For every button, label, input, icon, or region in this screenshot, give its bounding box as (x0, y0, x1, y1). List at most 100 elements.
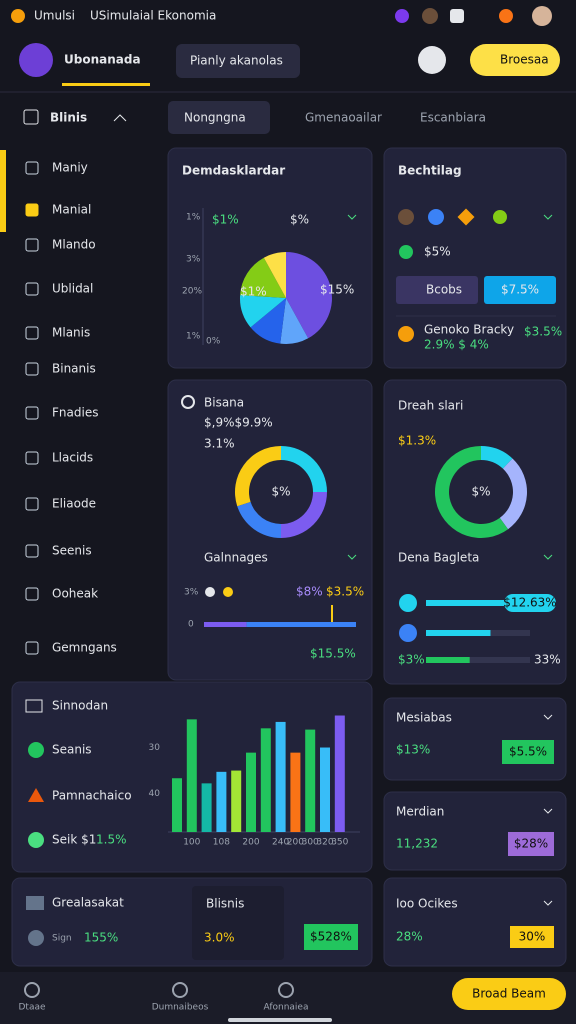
icon (181, 395, 195, 409)
dropdown-label: Pianly akanolas (190, 54, 283, 68)
legend-item: Pamnachaico (52, 789, 132, 803)
avatar (532, 6, 552, 26)
dropdown[interactable] (176, 44, 300, 78)
sidebar-item[interactable]: Ooheak (52, 587, 98, 601)
status-icon (499, 9, 513, 23)
icon (28, 930, 44, 946)
bottom-sub-value: 155% (84, 931, 118, 945)
card-label: $1.3% (398, 434, 436, 448)
stats-card (383, 147, 567, 369)
bar (186, 719, 197, 832)
footer: $15.5% (310, 647, 356, 661)
badge (508, 832, 554, 856)
sidebar-icon (25, 587, 39, 601)
nav-item[interactable]: Dtaae (18, 1003, 45, 1013)
sidebar-item[interactable]: Binanis (52, 362, 96, 376)
sidebar-item[interactable]: Eliaode (52, 497, 96, 511)
slider-pill (504, 594, 556, 612)
inner-panel (192, 886, 284, 960)
button[interactable] (484, 276, 556, 304)
card-title: Dreah slari (398, 399, 463, 413)
donut-segment (235, 446, 281, 507)
card-value: $,9%$9.9% (204, 416, 273, 430)
chevron[interactable] (347, 554, 357, 560)
sidebar-item[interactable]: Manial (52, 203, 91, 217)
mini-value: $13% (396, 743, 430, 757)
sidebar-item[interactable]: Gemngans (52, 641, 117, 655)
chevron[interactable] (543, 900, 553, 906)
bar (290, 752, 301, 832)
pie-label: $15% (320, 283, 354, 297)
legend-item: Seanis (52, 743, 92, 757)
sidebar-item[interactable]: Fnadies (52, 406, 98, 420)
mini-value: 28% (396, 930, 423, 944)
sidebar-icon (25, 326, 39, 340)
status-icon (395, 9, 409, 23)
status-icon (422, 8, 438, 24)
sidebar-icon (25, 238, 39, 252)
sidebar-item[interactable]: Llacids (52, 451, 93, 465)
nav-item[interactable]: Afonnaiea (264, 1003, 309, 1013)
x-tick-label: 100 (183, 838, 200, 848)
icon (398, 209, 414, 225)
panel-value: 3.0% (204, 931, 235, 945)
sidebar-item[interactable]: Seenis (52, 544, 92, 558)
knob[interactable] (399, 594, 417, 612)
pie-slice (240, 295, 286, 328)
badge (304, 924, 358, 950)
item-sub: 2.9% $ 4% (424, 338, 489, 352)
pie-slice (250, 298, 286, 344)
pie-slice (240, 257, 286, 298)
sidebar-item[interactable]: Mlando (52, 238, 96, 252)
chevron[interactable] (347, 214, 357, 220)
tab[interactable]: Escanbiara (420, 111, 486, 125)
icon (28, 832, 44, 848)
chevron[interactable] (543, 714, 553, 720)
tab[interactable]: Gmenaoailar (305, 111, 382, 125)
brand: Ubonanada (64, 53, 141, 67)
mini-title: Mesiabas (396, 711, 452, 725)
x-tick-label: 200 (287, 838, 304, 848)
icon (493, 210, 507, 224)
sidebar-item[interactable]: Ublidal (52, 282, 93, 296)
status-app: Umulsi (34, 9, 75, 23)
row-label: 3% (184, 588, 199, 598)
sidebar-icon (25, 641, 39, 655)
footer: 33% (534, 653, 561, 667)
logo[interactable] (19, 43, 53, 77)
avatar[interactable] (418, 46, 446, 74)
chevron[interactable] (543, 808, 553, 814)
slider-track (426, 657, 530, 663)
card-sub: 3.1% (204, 437, 235, 451)
button[interactable] (396, 276, 478, 304)
sidebar-item[interactable]: Mlanis (52, 326, 90, 340)
legend-item: Sinnodan (52, 699, 108, 713)
card-title: Bisana (204, 396, 244, 410)
x-tick-label: 108 (213, 838, 230, 848)
header-button[interactable] (470, 44, 560, 76)
pie-slice (280, 298, 309, 344)
chevron[interactable] (543, 554, 553, 560)
donut-segment (281, 446, 327, 492)
home-indicator (228, 1018, 332, 1022)
chevron[interactable] (543, 214, 553, 220)
pie-label: $% (290, 213, 309, 227)
nav-button[interactable] (452, 978, 566, 1010)
sidebar-icon (25, 362, 39, 376)
bar (305, 729, 316, 832)
donut-segment (499, 458, 528, 530)
tab[interactable]: Nongngna (184, 111, 246, 125)
bar (246, 752, 256, 832)
x-tick-label: 240 (272, 838, 289, 848)
nav-item[interactable]: Dumnaibeos (152, 1003, 209, 1013)
stat-value: $5% (424, 245, 451, 259)
progress-segment (204, 622, 247, 627)
axis-label: 1% (186, 332, 201, 342)
icon (428, 209, 444, 225)
chevron[interactable] (113, 114, 127, 122)
axis-label: 3% (186, 255, 201, 265)
knob[interactable] (399, 624, 417, 642)
sidebar-item[interactable]: Maniy (52, 161, 88, 175)
pie-label: $1% (240, 285, 267, 299)
mini-value: 11,232 (396, 837, 438, 851)
